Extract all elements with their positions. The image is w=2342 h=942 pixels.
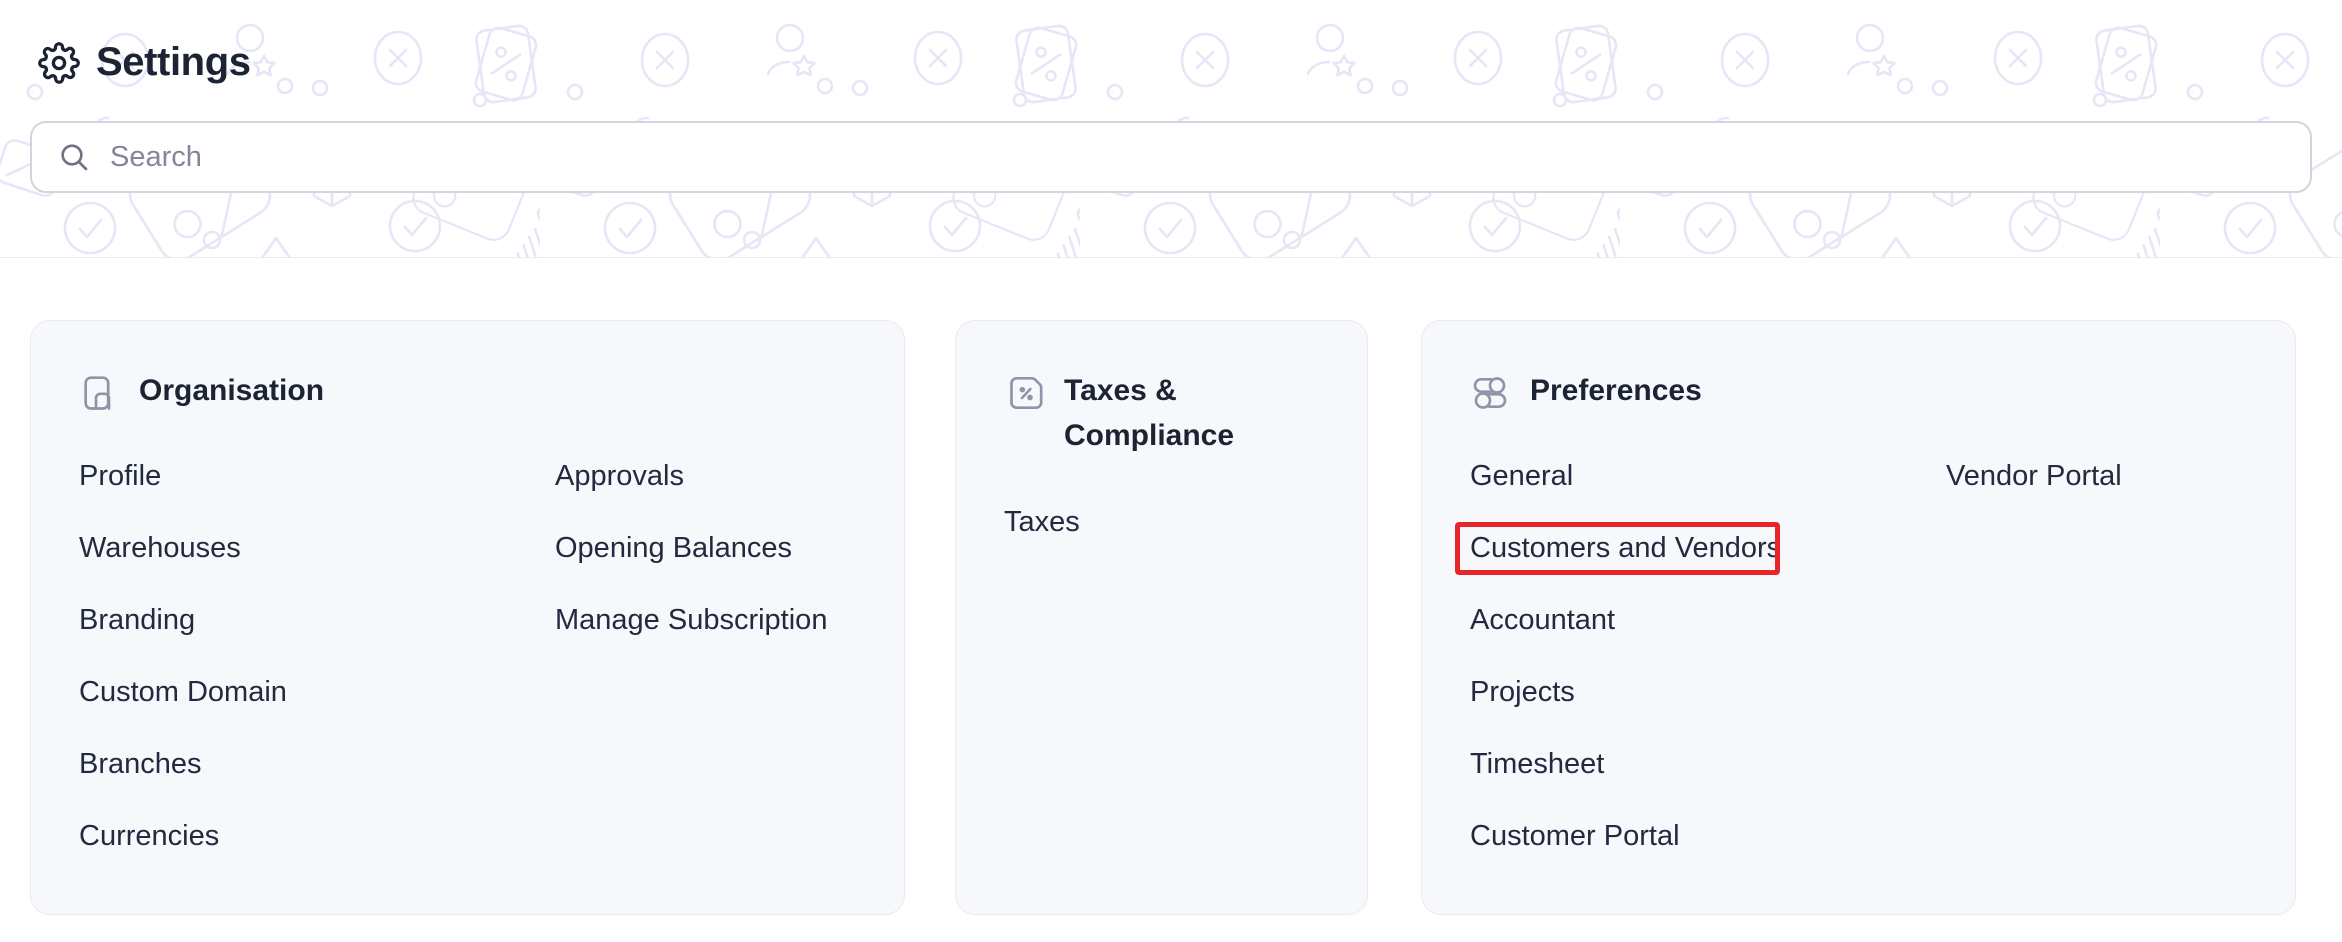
settings-link-taxes[interactable]: Taxes xyxy=(1004,506,1080,538)
settings-link-approvals[interactable]: Approvals xyxy=(555,460,684,492)
card-preferences: Preferences General Customers and Vendor… xyxy=(1421,320,2296,915)
card-preferences-header: Preferences xyxy=(1470,373,1702,413)
gear-icon xyxy=(38,41,80,84)
preferences-column-2: Vendor Portal xyxy=(1946,461,2122,533)
settings-link-accountant[interactable]: Accountant xyxy=(1470,604,1616,636)
settings-link-branches[interactable]: Branches xyxy=(79,748,202,780)
settings-link-customers-and-vendors[interactable]: Customers and Vendors xyxy=(1470,532,1782,564)
settings-link-custom-domain[interactable]: Custom Domain xyxy=(79,676,287,708)
settings-link-opening-balances[interactable]: Opening Balances xyxy=(555,532,792,564)
settings-link-currencies[interactable]: Currencies xyxy=(79,820,220,852)
card-organisation-title: Organisation xyxy=(139,374,325,407)
card-organisation: Organisation Profile Warehouses Branding… xyxy=(30,320,905,915)
settings-link-vendor-portal[interactable]: Vendor Portal xyxy=(1946,460,2122,492)
taxes-document-percent-icon xyxy=(1010,377,1043,409)
settings-link-timesheet[interactable]: Timesheet xyxy=(1470,748,1605,780)
settings-link-profile[interactable]: Profile xyxy=(79,460,162,492)
settings-link-customer-portal[interactable]: Customer Portal xyxy=(1470,820,1680,852)
page-title: Settings xyxy=(96,40,251,84)
settings-link-warehouses[interactable]: Warehouses xyxy=(79,532,241,564)
card-taxes-title: Taxes & Compliance xyxy=(1064,374,1235,452)
card-organisation-header: Organisation xyxy=(79,373,324,413)
search-bar[interactable] xyxy=(30,121,2312,193)
search-icon xyxy=(61,144,88,171)
organisation-column-1: Profile Warehouses Branding Custom Domai… xyxy=(79,461,287,893)
search-input[interactable] xyxy=(110,140,2284,174)
card-taxes-compliance: Taxes & Compliance Taxes xyxy=(955,320,1368,915)
preferences-toggles-icon xyxy=(1473,377,1507,409)
organisation-building-icon xyxy=(84,376,111,410)
taxes-column-1: Taxes xyxy=(1004,507,1080,579)
card-preferences-title: Preferences xyxy=(1530,374,1702,407)
settings-link-branding[interactable]: Branding xyxy=(79,604,196,636)
card-taxes-header: Taxes & Compliance xyxy=(1004,373,1279,458)
settings-link-manage-subscription[interactable]: Manage Subscription xyxy=(555,604,828,636)
preferences-column-1: General Customers and Vendors Accountant… xyxy=(1470,461,1781,893)
settings-link-projects[interactable]: Projects xyxy=(1470,676,1575,708)
header-band: Settings xyxy=(0,0,2342,258)
page-header: Settings xyxy=(38,40,251,85)
organisation-column-2: Approvals Opening Balances Manage Subscr… xyxy=(555,461,827,677)
settings-link-general[interactable]: General xyxy=(1470,460,1574,492)
